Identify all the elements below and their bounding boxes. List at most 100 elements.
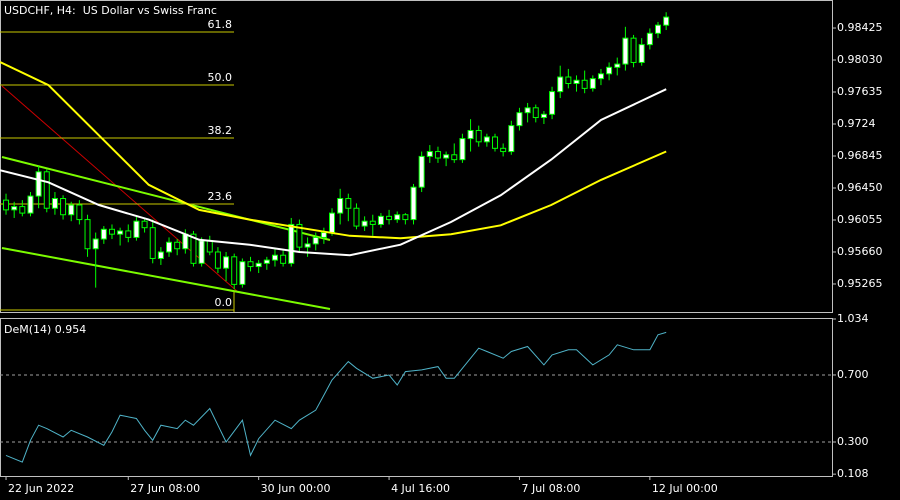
y-tick-label: 0.98030: [837, 53, 883, 66]
candle-body: [263, 259, 270, 264]
candle-body: [630, 37, 637, 63]
fibo-label: 0.0: [215, 296, 233, 309]
candle-body: [271, 254, 278, 261]
x-tick-label: 22 Jun 2022: [8, 482, 74, 495]
candle-body: [92, 238, 99, 250]
candle-body: [239, 261, 246, 285]
candle-body: [214, 251, 221, 269]
candle-body: [100, 228, 107, 240]
candle-body: [353, 207, 360, 227]
candle-body: [174, 241, 181, 250]
candle-body: [345, 198, 352, 209]
candle-body: [418, 155, 425, 188]
candle-body: [76, 204, 83, 221]
fibo-label: 38.2: [208, 124, 233, 137]
candle-body: [483, 136, 490, 143]
candle-body: [329, 212, 336, 234]
candle-body: [492, 136, 499, 149]
indicator-title: DeM(14) 0.954: [4, 323, 86, 336]
candle-body: [84, 219, 91, 250]
candle-body: [451, 154, 458, 161]
candle-body: [434, 151, 441, 159]
candle-body: [475, 129, 482, 143]
candle-body: [231, 256, 238, 285]
candle-body: [516, 112, 523, 127]
candle-body: [312, 236, 319, 245]
candle-body: [549, 91, 556, 115]
candle-body: [190, 233, 197, 264]
x-tick-label: 4 Jul 16:00: [391, 482, 450, 495]
candle-body: [394, 214, 401, 221]
candle-body: [532, 107, 539, 119]
candle-body: [133, 220, 140, 238]
candle-body: [296, 223, 303, 248]
candle-body: [500, 147, 507, 153]
candle-body: [255, 262, 262, 268]
candle-body: [377, 215, 384, 225]
candle-body: [288, 223, 295, 264]
x-tick-label: 30 Jun 00:00: [261, 482, 331, 495]
x-tick-label: 27 Jun 08:00: [130, 482, 200, 495]
channel-lower: [1, 247, 331, 310]
candle-body: [60, 198, 67, 216]
candle-body: [655, 24, 662, 34]
candle-body: [581, 79, 588, 89]
y-tick-label: 0.97635: [837, 85, 883, 98]
candle-body: [467, 129, 474, 140]
candle-body: [663, 16, 670, 26]
candle-body: [622, 37, 629, 65]
candle-body: [320, 232, 327, 238]
y-tick-label: 0.98425: [837, 21, 883, 34]
fibo-label: 23.6: [208, 190, 233, 203]
y-tick-label: 0.96055: [837, 213, 883, 226]
candle-body: [638, 44, 645, 63]
candle-body: [426, 151, 433, 157]
candle-body: [386, 215, 393, 221]
candle-body: [27, 195, 34, 214]
candle-body: [157, 251, 164, 259]
line-series: [5, 331, 667, 463]
candle-body: [280, 254, 287, 264]
candle-body: [206, 240, 213, 253]
y-tick-label: 0.96845: [837, 149, 883, 162]
candle-body: [410, 186, 417, 221]
candle-body: [597, 73, 604, 80]
candle-body: [565, 76, 572, 85]
x-tick-label: 7 Jul 08:00: [521, 482, 580, 495]
candle-body: [149, 227, 156, 259]
y-tick-label: 1.034: [837, 312, 869, 325]
line-series: [0, 88, 667, 257]
y-tick-label: 0.95660: [837, 245, 883, 258]
fibo-label: 50.0: [208, 71, 233, 84]
y-tick-label: 0.108: [837, 467, 869, 480]
candle-body: [182, 233, 189, 250]
y-tick-label: 0.700: [837, 368, 869, 381]
candle-body: [3, 199, 10, 211]
candle-body: [361, 220, 368, 227]
candle-body: [402, 214, 409, 221]
indicator-pane-border: [0, 318, 833, 477]
candle-body: [606, 66, 613, 75]
candle-body: [573, 79, 580, 85]
candle-body: [108, 228, 115, 235]
candle-body: [247, 261, 254, 268]
candle-body: [540, 113, 547, 119]
x-tick-label: 12 Jul 00:00: [652, 482, 718, 495]
candle-body: [68, 204, 75, 216]
candle-body: [198, 240, 205, 264]
y-tick-label: 0.300: [837, 435, 869, 448]
candle-body: [614, 63, 621, 68]
candle-body: [508, 125, 515, 153]
line-series: [0, 61, 667, 240]
candle-body: [459, 138, 466, 161]
candle-body: [125, 230, 132, 238]
channel-upper: [1, 156, 331, 241]
fibo-label: 61.8: [208, 18, 233, 31]
candle-body: [51, 198, 58, 209]
chart-title: USDCHF, H4: US Dollar vs Swiss Franc: [4, 4, 217, 17]
y-tick-label: 0.96450: [837, 181, 883, 194]
candle-body: [117, 230, 124, 235]
candle-body: [557, 76, 564, 93]
